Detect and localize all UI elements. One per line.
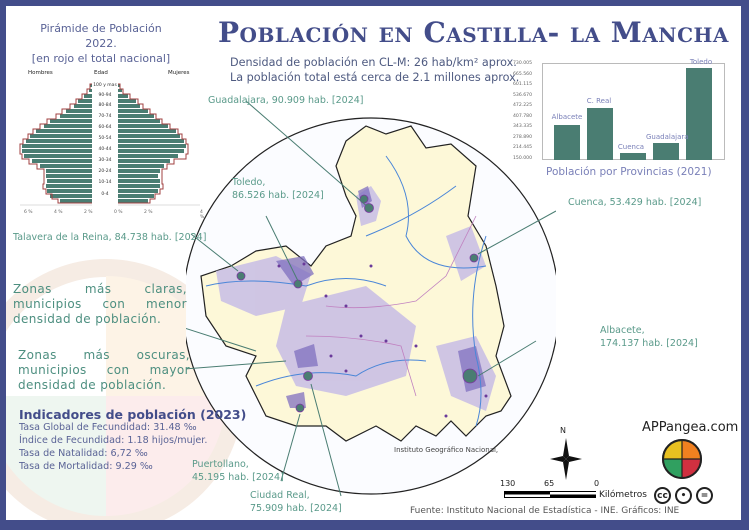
pyramid-tick: 4 %	[200, 210, 205, 220]
y-tick: 601.115	[513, 82, 532, 87]
indicators-title: Indicadores de población (2023)	[19, 407, 247, 422]
scale-unit: Kilómetros	[599, 490, 647, 500]
annotation-line: 45.195 hab. [2024]	[192, 472, 284, 483]
age-label: 90-94	[98, 93, 112, 98]
pyramid-tick: 0 %	[114, 210, 123, 215]
age-label: 40-44	[98, 147, 112, 152]
compass-icon	[550, 438, 582, 480]
north-label: N	[560, 426, 566, 435]
indicator-birth-rate: Tasa de Natalidad: 6,72 ‰	[19, 448, 148, 459]
age-label: 100 y mas	[93, 83, 117, 88]
y-axis-ticks: 730.005 665.560 601.115 536.670 472.225 …	[506, 61, 536, 161]
annotation-albacete: Albacete, 174.137 hab. [2024]	[600, 324, 698, 350]
scale-label: 130	[500, 479, 516, 488]
age-label: 20-24	[98, 169, 112, 174]
age-label: 0-4	[101, 192, 109, 197]
bar-label-cuenca: Cuenca	[617, 143, 645, 151]
bar-plot-area	[542, 63, 725, 160]
density-line: Densidad de población en CL-M: 26 hab/km…	[230, 56, 517, 69]
source-credit: Fuente: Instituto Nacional de Estadístic…	[410, 506, 680, 516]
city-cuenca	[469, 253, 479, 263]
legend-light-zones: Zonas más claras, municipios con menor d…	[13, 282, 187, 326]
y-tick: 214.445	[513, 145, 532, 150]
brand-name: APPangea.com	[642, 420, 739, 435]
age-label: 60-64	[98, 125, 112, 130]
annotation-toledo: Toledo, 86.526 hab. [2024]	[232, 176, 324, 202]
pyramid-title-line3: [en rojo el total nacional]	[31, 52, 171, 65]
pyramid-tick: 6 %	[24, 210, 33, 215]
annotation-line: Ciudad Real,	[250, 490, 310, 501]
annotation-ciudad-real: Ciudad Real, 75.909 hab. [2024]	[250, 489, 342, 515]
y-tick: 730.005	[513, 61, 532, 66]
page-title: Población en Castilla- la Mancha	[218, 16, 729, 49]
annotation-cuenca: Cuenca, 53.429 hab. [2024]	[568, 197, 702, 208]
age-label: 80-84	[98, 103, 112, 108]
annotation-line: 86.526 hab. [2024]	[232, 190, 324, 201]
y-tick: 150.000	[513, 155, 532, 161]
indicator-fertility-index: Índice de Fecundidad: 1.18 hijos/mujer.	[19, 435, 208, 446]
scale-label: 0	[594, 479, 600, 488]
pyramid-title-line1: Pirámide de Población	[40, 22, 162, 35]
scale-graphic	[504, 491, 596, 498]
map-credit: Instituto Geográfico Nacional,	[394, 446, 499, 454]
city-albacete	[462, 368, 478, 384]
bar-label-guadalajara: Guadalajara	[646, 133, 689, 141]
age-label: 30-34	[98, 158, 112, 163]
pyramid-tick: 2 %	[84, 210, 93, 215]
pyramid-tick: 4 %	[54, 210, 63, 215]
population-pyramid: Hombres Edad Mujeres	[10, 70, 206, 222]
population-line: La población total está cerca de 2.1 mil…	[230, 71, 520, 84]
scale-bar: 130 65 0 Kilómetros	[500, 479, 647, 503]
north-arrow: N	[546, 426, 586, 486]
density-summary: Densidad de población en CL-M: 26 hab/km…	[230, 55, 519, 85]
pyramid-header-women: Mujeres	[168, 70, 190, 76]
no-derivatives-icon: =	[696, 487, 713, 504]
y-tick: 407.780	[513, 113, 532, 119]
attribution-icon: •	[675, 487, 692, 504]
bar-label-toledo: Toledo	[689, 58, 713, 66]
pyramid-title: Pirámide de Población 2022. [en rojo el …	[6, 21, 196, 66]
pyramid-title-line2: 2022.	[85, 37, 117, 50]
annotation-guadalajara: Guadalajara, 90.909 hab. [2024]	[208, 95, 364, 106]
infographic-frame: Población en Castilla- la Mancha Densida…	[6, 6, 741, 520]
bar-chart-title: Población por Provincias (2021)	[546, 166, 712, 178]
annotation-line: Puertollano,	[192, 459, 249, 470]
pyramid-header-age: Edad	[94, 70, 108, 76]
clm-region	[200, 125, 512, 442]
y-tick: 343.335	[513, 124, 532, 129]
annotation-line: Toledo,	[232, 177, 266, 188]
y-tick: 278.890	[513, 134, 532, 140]
scale-label: 65	[544, 479, 555, 488]
population-density-map	[186, 100, 556, 497]
cc-icon: cc	[654, 487, 671, 504]
y-tick: 536.670	[513, 92, 532, 98]
age-label: 50-54	[98, 136, 112, 141]
age-label: 70-74	[98, 114, 112, 119]
appangea-puzzle-logo	[662, 439, 702, 479]
license-icons: cc • =	[654, 487, 713, 504]
bar-label-albacete: Albacete	[551, 113, 583, 121]
annotation-line: 75.909 hab. [2024]	[250, 503, 342, 514]
annotation-puertollano: Puertollano, 45.195 hab. [2024]	[192, 458, 284, 484]
province-bar-chart: 730.005 665.560 601.115 536.670 472.225 …	[506, 58, 726, 186]
y-tick: 665.560	[513, 71, 532, 77]
annotation-line: 174.137 hab. [2024]	[600, 338, 698, 349]
bar-label-creal: C. Real	[586, 97, 612, 105]
legend-dark-zones: Zonas más oscuras, municipios con mayor …	[18, 348, 190, 392]
city-talavera	[236, 271, 246, 281]
indicator-death-rate: Tasa de Mortalidad: 9.29 ‰	[19, 461, 153, 472]
annotation-line: Albacete,	[600, 325, 645, 336]
city-puertollano	[295, 403, 305, 413]
pyramid-age-labels: 100 y mas 90-94 80-84 70-74 60-64 50-54 …	[92, 82, 118, 208]
city-toledo	[293, 279, 303, 289]
city-ciudad-real	[303, 371, 313, 381]
age-label: 10-14	[98, 180, 112, 185]
pyramid-header-men: Hombres	[28, 70, 53, 76]
pyramid-tick: 2 %	[144, 210, 153, 215]
annotation-talavera: Talavera de la Reina, 84.738 hab. [2024]	[13, 232, 207, 243]
y-tick: 472.225	[513, 103, 532, 108]
indicator-fertility-rate: Tasa Global de Fecundidad: 31.48 ‰	[19, 422, 197, 433]
pyramid-bars	[19, 83, 200, 206]
